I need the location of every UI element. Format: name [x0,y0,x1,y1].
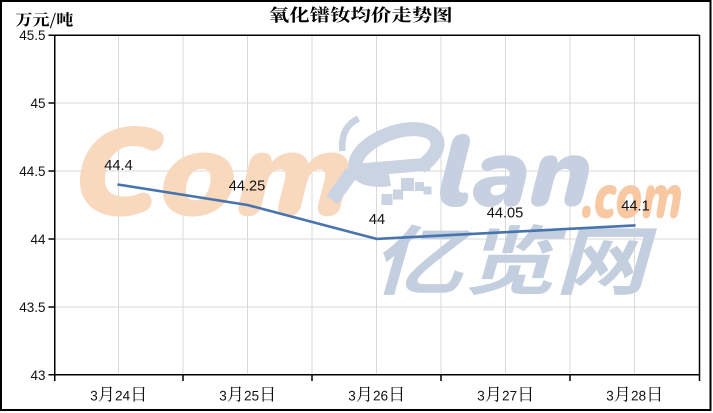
svg-text:44.1: 44.1 [621,199,649,215]
svg-text:44.25: 44.25 [229,178,266,194]
svg-text:43: 43 [30,368,45,383]
svg-text:44.05: 44.05 [487,206,524,222]
svg-text:45.5: 45.5 [19,28,45,43]
svg-text:44: 44 [30,232,46,247]
svg-text:43.5: 43.5 [19,300,45,315]
svg-text:44.4: 44.4 [104,158,132,174]
svg-text:44: 44 [369,212,385,228]
svg-text:45: 45 [30,96,45,111]
svg-text:44.5: 44.5 [19,164,45,179]
